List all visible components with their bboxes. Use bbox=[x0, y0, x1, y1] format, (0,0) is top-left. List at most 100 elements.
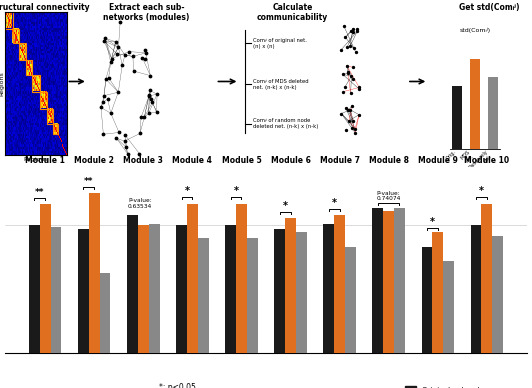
Bar bbox=[5, 12, 13, 29]
Bar bbox=[236, 204, 247, 353]
Text: **: ** bbox=[84, 177, 94, 186]
Point bbox=[344, 70, 352, 76]
Point bbox=[106, 59, 115, 65]
Bar bbox=[492, 236, 503, 353]
Title: std(Comᵢʲ): std(Comᵢʲ) bbox=[459, 27, 491, 33]
Point bbox=[152, 109, 161, 115]
Point bbox=[129, 53, 137, 59]
Point bbox=[340, 84, 349, 90]
Bar bbox=[187, 204, 198, 353]
Point bbox=[137, 114, 145, 120]
Bar bbox=[323, 223, 334, 353]
Text: *: p<0.05: *: p<0.05 bbox=[159, 383, 196, 388]
Text: *: * bbox=[479, 186, 484, 196]
Point bbox=[114, 89, 122, 95]
Bar bbox=[296, 232, 307, 353]
Bar bbox=[138, 225, 149, 353]
Text: Extract each sub-
networks (modules): Extract each sub- networks (modules) bbox=[103, 3, 189, 22]
Point bbox=[353, 26, 362, 32]
Text: *: * bbox=[430, 217, 435, 227]
Point bbox=[346, 107, 354, 113]
Bar bbox=[13, 29, 19, 43]
Point bbox=[121, 144, 130, 150]
Point bbox=[112, 50, 121, 57]
Bar bbox=[32, 75, 39, 92]
Point bbox=[100, 38, 109, 44]
Bar bbox=[198, 238, 209, 353]
Point bbox=[345, 118, 353, 124]
Bar bbox=[39, 92, 47, 109]
Bar bbox=[89, 194, 99, 353]
Text: Structural connectivity: Structural connectivity bbox=[0, 3, 90, 12]
Bar bbox=[225, 225, 236, 353]
Text: P-value:
0.63534: P-value: 0.63534 bbox=[128, 198, 152, 208]
Bar bbox=[149, 223, 160, 353]
Point bbox=[338, 71, 347, 78]
Bar bbox=[421, 247, 433, 353]
X-axis label: Regions: Regions bbox=[23, 157, 48, 161]
Text: Get std(Comᵢʲ): Get std(Comᵢʲ) bbox=[459, 3, 520, 12]
Bar bbox=[40, 204, 51, 353]
Bar bbox=[26, 60, 32, 75]
Bar bbox=[19, 43, 26, 60]
Text: P-value:
0.74074: P-value: 0.74074 bbox=[377, 191, 401, 201]
Point bbox=[346, 43, 354, 49]
Text: Calculate
communicability: Calculate communicability bbox=[257, 3, 328, 22]
Y-axis label: Regions: Regions bbox=[0, 71, 4, 96]
Bar bbox=[29, 225, 40, 353]
Point bbox=[342, 127, 350, 133]
Bar bbox=[433, 232, 443, 353]
Point bbox=[140, 114, 148, 120]
Point bbox=[343, 62, 351, 69]
Point bbox=[351, 126, 359, 132]
Point bbox=[102, 76, 110, 82]
Point bbox=[343, 43, 352, 50]
Bar bbox=[394, 208, 405, 353]
Point bbox=[342, 105, 350, 111]
Bar bbox=[176, 225, 187, 353]
Bar bbox=[443, 261, 454, 353]
Point bbox=[146, 87, 154, 94]
Point bbox=[337, 47, 345, 53]
Point bbox=[107, 55, 116, 62]
Point bbox=[123, 151, 132, 157]
Bar bbox=[488, 78, 498, 149]
Point bbox=[99, 131, 107, 137]
Point bbox=[347, 103, 356, 109]
Point bbox=[349, 29, 358, 35]
Point bbox=[347, 73, 356, 79]
Bar bbox=[345, 247, 356, 353]
Point bbox=[146, 96, 155, 102]
Point bbox=[355, 84, 363, 90]
Bar bbox=[285, 218, 296, 353]
Bar bbox=[247, 238, 257, 353]
Text: *: * bbox=[234, 186, 238, 196]
Point bbox=[99, 99, 107, 106]
Point bbox=[344, 107, 352, 114]
Text: Comᵢʲ of random node
deleted net. (n-k) x (n-k): Comᵢʲ of random node deleted net. (n-k) … bbox=[253, 118, 318, 129]
Point bbox=[346, 90, 355, 96]
Point bbox=[115, 129, 123, 135]
Point bbox=[339, 88, 347, 95]
Point bbox=[144, 110, 153, 116]
Point bbox=[136, 130, 144, 137]
Point bbox=[348, 64, 357, 71]
Point bbox=[145, 92, 154, 99]
Bar bbox=[53, 123, 57, 134]
Bar bbox=[334, 215, 345, 353]
Point bbox=[112, 39, 120, 45]
Point bbox=[354, 85, 363, 92]
Text: **: ** bbox=[35, 188, 45, 197]
Point bbox=[104, 74, 113, 81]
Text: *: * bbox=[185, 186, 189, 196]
Text: *: * bbox=[331, 198, 337, 208]
Point bbox=[153, 91, 161, 97]
Point bbox=[341, 34, 350, 40]
Point bbox=[348, 76, 357, 82]
Bar bbox=[51, 227, 61, 353]
Point bbox=[120, 138, 129, 144]
Point bbox=[347, 28, 356, 34]
Point bbox=[112, 135, 121, 141]
Bar bbox=[78, 229, 89, 353]
Point bbox=[349, 118, 358, 124]
